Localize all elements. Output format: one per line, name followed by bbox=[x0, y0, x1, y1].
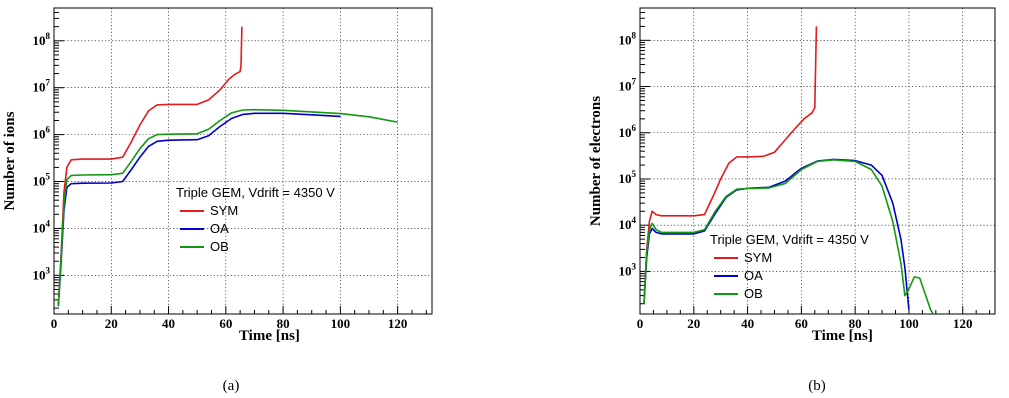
y-tick-label: 104 bbox=[619, 215, 637, 232]
legend-title: Triple GEM, Vdrift = 4350 V bbox=[176, 185, 335, 200]
y-tick-label: 106 bbox=[619, 123, 637, 140]
x-tick-label: 20 bbox=[687, 316, 700, 331]
axis-ticks: 0 20 40 60 80 100 120 103 104 105 106 107 108 bbox=[619, 11, 991, 331]
x-tick-label: 120 bbox=[953, 316, 973, 331]
x-tick-label: 120 bbox=[388, 316, 408, 331]
y-tick-label: 103 bbox=[33, 265, 51, 282]
y-tick-label: 107 bbox=[619, 77, 637, 94]
plot-frame bbox=[53, 7, 433, 315]
chart-panel-b: 0 20 40 60 80 100 120 103 104 105 106 107 108 Time [… bbox=[588, 7, 996, 344]
x-tick-label: 60 bbox=[795, 316, 808, 331]
x-tick-label: 100 bbox=[899, 316, 919, 331]
legend-title: Triple GEM, Vdrift = 4350 V bbox=[710, 232, 869, 247]
axis-ticks: 0 20 40 60 80 100 120 103 104 105 106 107 108 bbox=[33, 12, 427, 331]
x-tick-label: 100 bbox=[331, 316, 351, 331]
series-line-ob bbox=[643, 159, 934, 314]
y-tick-label: 108 bbox=[33, 31, 51, 48]
x-tick-label: 40 bbox=[741, 316, 754, 331]
x-tick-label: 80 bbox=[277, 316, 290, 331]
series-line-sym bbox=[643, 26, 818, 304]
x-axis-label: Time [ns] bbox=[239, 328, 300, 344]
series-lines bbox=[57, 26, 398, 307]
series-line-oa bbox=[57, 112, 341, 307]
series-line-sym bbox=[57, 26, 243, 307]
legend-entry-sym: SYM bbox=[210, 203, 238, 218]
caption-a: (a) bbox=[223, 378, 240, 394]
gridlines bbox=[640, 8, 995, 314]
legend-entry-ob: OB bbox=[744, 286, 763, 301]
y-axis-label: Number of ions bbox=[2, 111, 18, 210]
legend-entry-ob: OB bbox=[210, 239, 229, 254]
legend-entry-oa: OA bbox=[744, 268, 763, 283]
chart-panel-a: 0 20 40 60 80 100 120 103 104 105 106 107 108 Time [… bbox=[2, 7, 433, 344]
plot-frame bbox=[639, 7, 996, 315]
series-lines bbox=[643, 26, 934, 314]
y-tick-label: 105 bbox=[33, 172, 51, 189]
y-axis-label: Number of electrons bbox=[588, 96, 604, 226]
x-tick-label: 80 bbox=[849, 316, 862, 331]
x-axis-label: Time [ns] bbox=[812, 328, 873, 344]
y-tick-label: 106 bbox=[33, 125, 51, 142]
legend: Triple GEM, Vdrift = 4350 V SYM OA OB bbox=[710, 232, 869, 301]
series-line-ob bbox=[57, 108, 398, 307]
x-tick-label: 20 bbox=[105, 316, 118, 331]
y-tick-label: 108 bbox=[619, 30, 637, 47]
y-tick-label: 107 bbox=[33, 78, 51, 95]
x-tick-label: 0 bbox=[637, 316, 644, 331]
legend: Triple GEM, Vdrift = 4350 V SYM OA OB bbox=[176, 185, 335, 254]
x-tick-label: 40 bbox=[162, 316, 175, 331]
y-tick-label: 105 bbox=[619, 169, 637, 186]
x-tick-label: 0 bbox=[51, 316, 58, 331]
y-tick-label: 103 bbox=[619, 261, 637, 278]
caption-b: (b) bbox=[808, 378, 826, 394]
legend-entry-sym: SYM bbox=[744, 250, 772, 265]
x-tick-label: 60 bbox=[219, 316, 232, 331]
gridlines bbox=[54, 8, 432, 314]
y-tick-label: 104 bbox=[33, 218, 51, 235]
legend-entry-oa: OA bbox=[210, 221, 229, 236]
